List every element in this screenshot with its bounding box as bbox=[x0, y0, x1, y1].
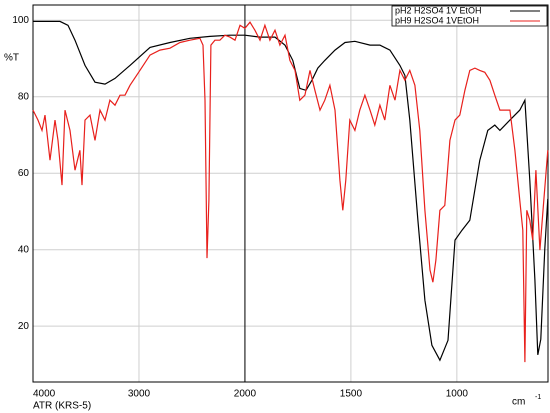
legend-label: pH9 H2SO4 1VEtOH bbox=[395, 15, 479, 25]
y-tick-label: 60 bbox=[18, 168, 30, 179]
plot-frame bbox=[32, 4, 549, 383]
x-axis-label: cm bbox=[512, 397, 525, 408]
x-axis-exponent: -1 bbox=[535, 394, 541, 401]
x-axis-note: ATR (KRS-5) bbox=[33, 401, 91, 412]
y-tick-label: 40 bbox=[18, 244, 30, 255]
x-tick-label: 2000 bbox=[234, 389, 257, 400]
x-tick-label: 4000 bbox=[33, 389, 56, 400]
spectrum-line bbox=[32, 21, 549, 363]
x-tick-label: 1000 bbox=[446, 389, 469, 400]
legend-label: pH2 H2SO4 1V EtOH bbox=[395, 5, 482, 15]
y-axis-label: %T bbox=[4, 53, 19, 64]
y-tick-label: 80 bbox=[18, 91, 30, 102]
x-tick-label: 3000 bbox=[128, 389, 151, 400]
legend-box bbox=[391, 5, 548, 27]
y-tick-label: 20 bbox=[18, 321, 30, 332]
x-tick-label: 1500 bbox=[340, 389, 363, 400]
spectrum-line bbox=[33, 20, 549, 362]
y-tick-label: 100 bbox=[12, 15, 29, 26]
